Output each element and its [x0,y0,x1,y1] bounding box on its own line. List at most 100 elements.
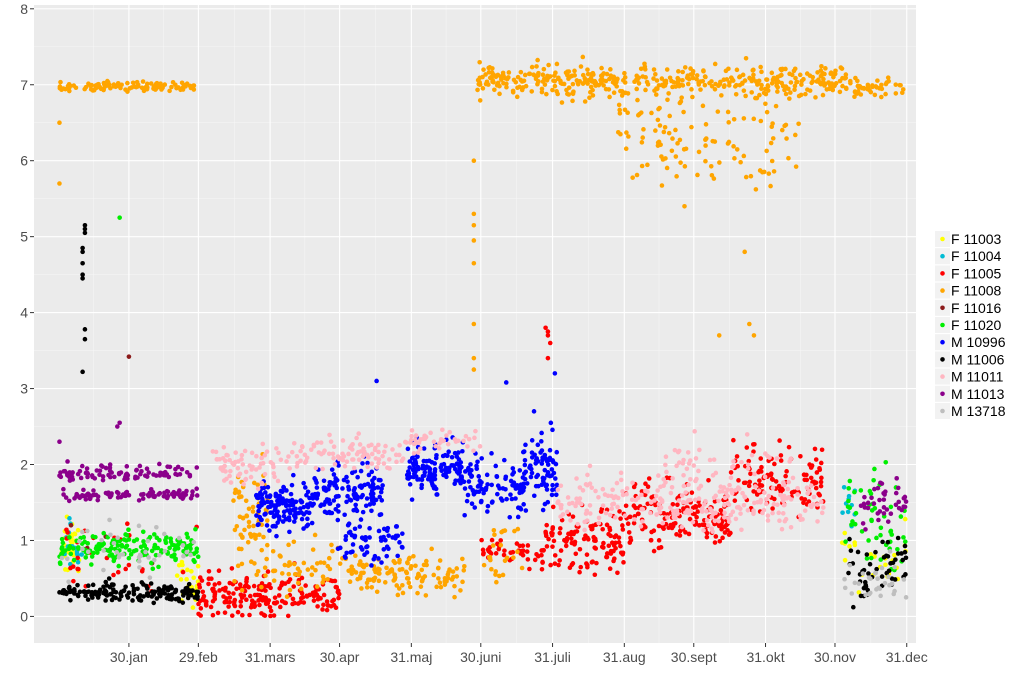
data-point [462,469,468,474]
data-point [704,509,709,514]
data-point [795,492,800,497]
data-point [663,156,668,161]
data-point [539,566,545,572]
data-point [190,489,195,494]
data-point [653,128,658,133]
data-point [59,536,65,542]
data-point [639,140,645,145]
data-point [301,512,307,517]
data-point [656,83,662,88]
data-point [812,446,818,452]
data-point [451,574,456,580]
data-point [769,158,775,164]
data-point [108,474,113,480]
data-point [436,446,442,451]
data-point [291,507,296,513]
data-point [247,612,252,618]
data-point [741,153,747,159]
data-point [796,93,802,99]
data-point [397,540,402,545]
data-point [668,490,674,496]
data-point [346,451,351,457]
data-point [722,83,727,88]
series-m-11013 [57,420,909,532]
data-point [866,575,872,580]
data-point [808,483,814,488]
data-point [776,79,781,85]
data-point [75,527,81,533]
data-point [743,174,749,180]
series-f-11005 [64,325,826,619]
data-point [181,593,186,598]
data-point [550,482,555,488]
data-point [706,478,711,483]
legend-key [940,408,945,414]
data-point [81,534,87,540]
data-point [721,485,727,490]
data-point [546,536,551,542]
data-point [756,78,762,84]
x-tick-label: 31.aug [603,649,646,665]
data-point [695,172,700,178]
data-point [511,555,516,560]
data-point [522,72,528,78]
data-point [543,456,549,461]
data-point [552,83,558,89]
data-point [902,549,908,555]
data-point [379,560,384,565]
data-point [726,516,731,521]
data-point [310,590,316,596]
data-point [235,609,241,615]
data-point [256,522,261,527]
data-point [802,508,808,513]
data-point [228,480,234,485]
data-point [314,584,320,589]
data-point [314,440,320,445]
data-point [603,510,609,516]
data-point [688,66,693,71]
data-point [866,571,871,576]
data-point [415,454,420,460]
data-point [476,489,482,495]
y-tick-label: 6 [20,153,28,169]
data-point [731,117,737,122]
data-point [658,484,663,490]
data-point [591,72,596,77]
data-point [494,474,500,480]
data-point [126,527,131,532]
data-point [607,512,613,518]
data-point [179,559,185,565]
data-point [282,562,288,568]
data-point [328,603,334,609]
data-point [350,542,356,547]
data-point [653,92,659,97]
data-point [676,448,682,454]
data-point [897,82,903,88]
data-point [493,572,498,577]
data-point [67,88,72,94]
data-point [462,563,467,569]
data-point [167,545,172,551]
data-point [377,494,383,500]
data-point [221,594,226,599]
data-point [418,584,424,589]
data-point [80,529,85,535]
data-point [287,529,292,535]
data-point [463,433,469,439]
data-point [518,69,524,75]
data-point [849,591,855,596]
data-point [550,504,556,510]
data-point [106,576,112,581]
data-point [611,548,616,554]
data-point [243,476,249,482]
data-point [149,492,154,497]
data-point [453,439,459,444]
data-point [68,522,74,528]
data-point [585,472,590,478]
data-point [91,550,96,556]
data-point [751,333,757,338]
data-point [440,453,446,459]
data-point [206,568,212,574]
data-point [532,557,538,563]
data-point [169,585,175,591]
